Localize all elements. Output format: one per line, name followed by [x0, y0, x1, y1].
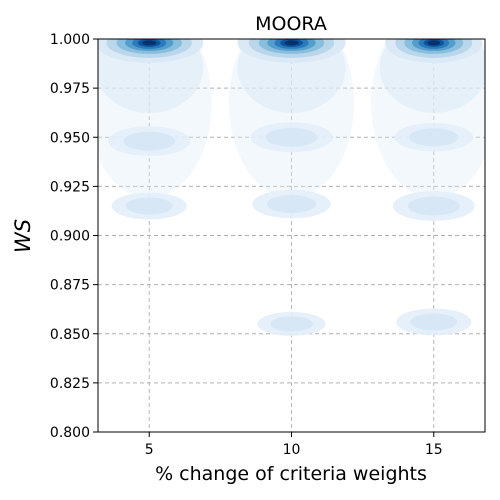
density-peak [394, 123, 474, 152]
y-tick-label: 0.825 [50, 376, 90, 392]
x-tick-label: 10 [283, 442, 301, 458]
y-tick-label: 1.000 [50, 32, 90, 48]
x-tick-label: 5 [145, 442, 154, 458]
density-peak [396, 308, 472, 336]
y-tick-label: 0.875 [50, 278, 90, 294]
chart-title: MOORA [255, 13, 327, 35]
density-contours [98, 39, 485, 336]
density-peak [252, 189, 331, 219]
x-tick-label: 15 [425, 442, 443, 458]
density-peak [98, 39, 212, 198]
y-axis: 0.800 0.825 0.850 0.875 0.900 0.925 0.950 0.975… [50, 32, 98, 441]
density-peak [228, 39, 355, 198]
density-peak [250, 122, 333, 153]
density-peak [371, 39, 485, 198]
density-peak [108, 126, 191, 157]
density-peak [111, 192, 187, 220]
density-peak [257, 311, 326, 336]
y-tick-label: 0.925 [50, 179, 90, 195]
y-tick-label: 0.950 [50, 130, 90, 146]
y-tick-label: 0.900 [50, 229, 90, 245]
y-tick-label: 0.975 [50, 81, 90, 97]
y-tick-label: 0.800 [50, 425, 90, 441]
x-axis: 5 10 15 [145, 432, 443, 458]
density-peak [392, 191, 475, 221]
y-tick-label: 0.850 [50, 327, 90, 343]
x-axis-label: % change of criteria weights [155, 463, 427, 485]
y-axis-label: WS [11, 219, 35, 253]
